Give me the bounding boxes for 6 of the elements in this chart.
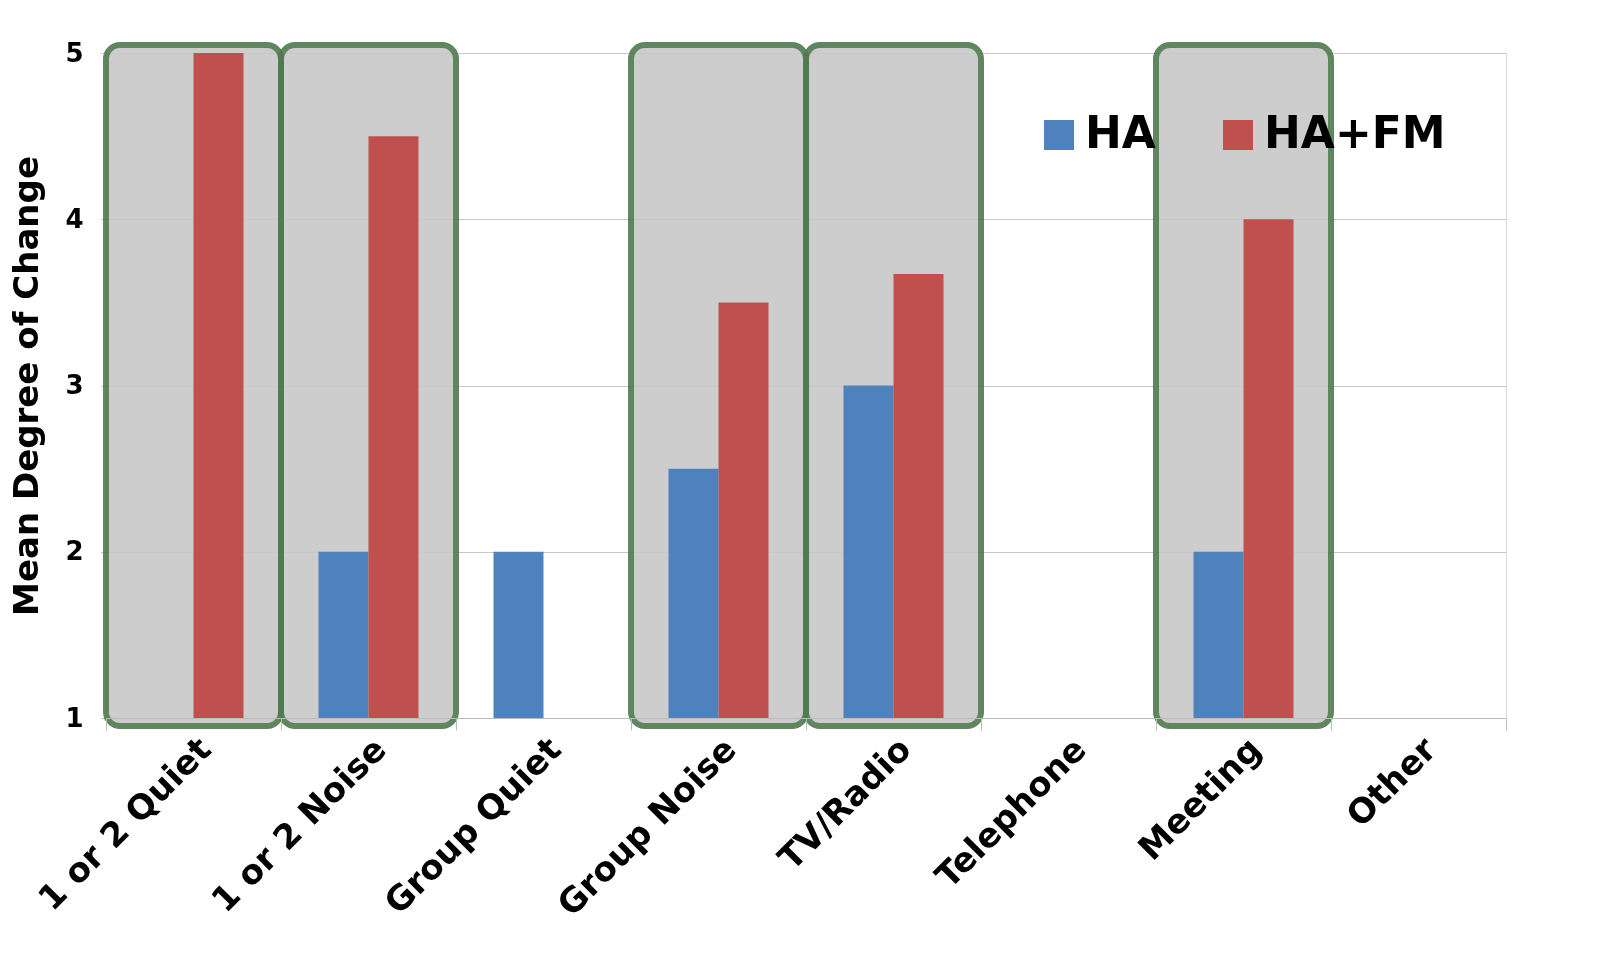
y-axis-title: Mean Degree of Change bbox=[6, 156, 47, 616]
y-tick-label: 3 bbox=[65, 370, 84, 400]
y-tick-label: 4 bbox=[65, 203, 84, 234]
y-tick-label: 2 bbox=[65, 536, 84, 567]
y-tick-label: 5 bbox=[65, 37, 84, 68]
y-tick-label: 1 bbox=[65, 702, 84, 733]
